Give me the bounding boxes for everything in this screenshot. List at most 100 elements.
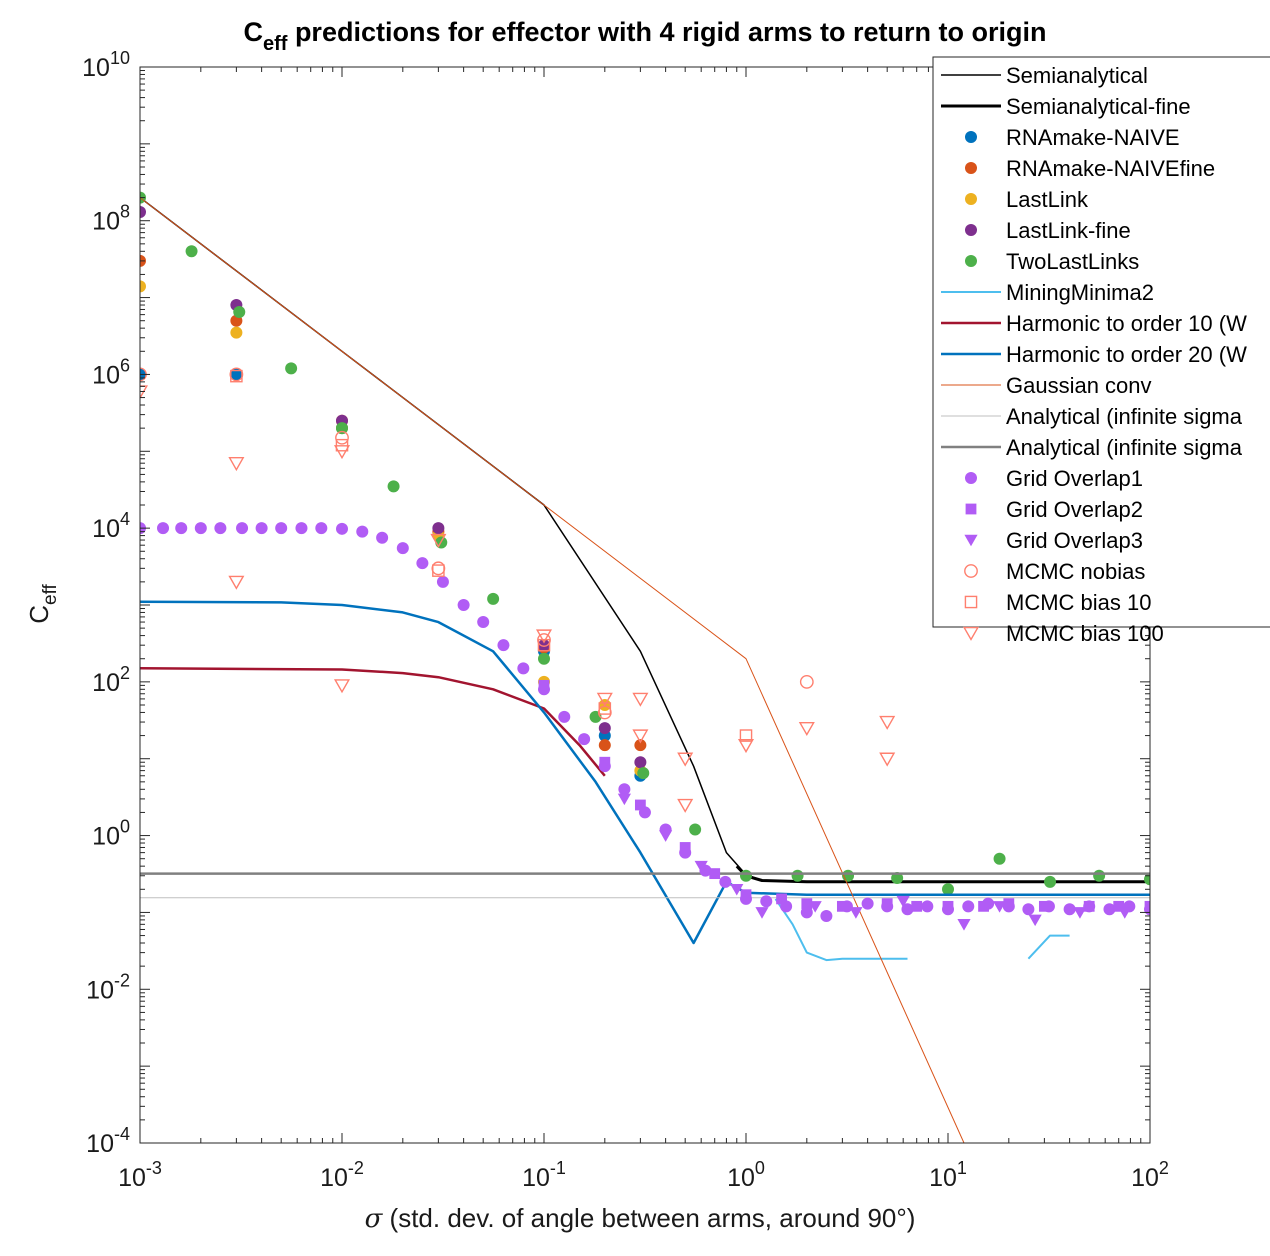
- legend-swatch-5: [965, 224, 977, 236]
- data-point-grid-overlap3-15-1: [659, 830, 673, 842]
- legend-label-2: RNAmake-NAIVE: [1006, 125, 1180, 150]
- legend-item-10: Gaussian conv: [941, 373, 1152, 398]
- y-tick-base: 10: [92, 669, 120, 697]
- data-point-twolastlinks-6-7: [487, 592, 500, 605]
- legend-item-13: Grid Overlap1: [965, 466, 1143, 491]
- y-tick-exp: 2: [120, 663, 130, 683]
- data-point-mcmc-bias-100-18-0: [140, 385, 149, 400]
- legend-swatch-17: [964, 595, 978, 609]
- data-point-grid-overlap1-13-22: [578, 733, 591, 746]
- data-point-rnamake-naive-2-1: [230, 368, 243, 381]
- legend-label-8: Harmonic to order 10 (W: [1006, 311, 1247, 336]
- series-gaussian-conv-10: [140, 197, 965, 1143]
- data-point-grid-overlap3-15-9: [992, 901, 1007, 913]
- legend-swatch-2: [965, 131, 977, 143]
- legend-item-8: Harmonic to order 10 (W: [941, 311, 1247, 336]
- y-tick-exp: -2: [114, 970, 130, 990]
- legend-swatch-16: [964, 564, 978, 578]
- data-point-lastlink-fine-5-6: [634, 756, 647, 769]
- series-grid-overlap2-14: [538, 679, 1150, 912]
- legend-swatch-3: [965, 162, 977, 174]
- data-point-lastlink-fine-5-4: [538, 639, 550, 652]
- legend-item-3: RNAmake-NAIVEfine: [965, 156, 1215, 181]
- data-point-grid-overlap1-13-15: [436, 575, 449, 588]
- legend-swatch-15: [964, 534, 978, 547]
- legend: Semianalytical Semianalytical-fine RNAmake…: [932, 56, 1270, 646]
- data-point-grid-overlap2-14-13: [1003, 898, 1015, 910]
- data-point-grid-overlap1-13-1: [157, 522, 170, 535]
- data-point-twolastlinks-6-13: [791, 869, 804, 882]
- series-line-harmonic-to-order-10-w-8-0: [140, 667, 606, 777]
- legend-item-14: Grid Overlap2: [965, 497, 1143, 522]
- x-tick-base: 10: [1131, 1164, 1159, 1192]
- data-point-twolastlinks-6-19: [1093, 869, 1106, 882]
- data-point-grid-overlap1-13-6: [255, 522, 268, 535]
- x-tick-exp: 2: [1159, 1158, 1169, 1178]
- legend-item-7: MiningMinima2: [941, 280, 1154, 305]
- y-tick-exp: -4: [114, 1124, 130, 1144]
- data-point-lastlink-fine-5-3: [432, 522, 445, 535]
- x-tick-exp: 1: [957, 1158, 967, 1178]
- x-axis-text: (std. dev. of angle between arms, around…: [382, 1203, 915, 1233]
- data-point-mcmc-bias-100-18-10: [677, 752, 694, 767]
- data-point-grid-overlap1-13-10: [336, 522, 348, 535]
- data-point-grid-overlap1-13-24: [618, 783, 631, 796]
- x-tick-base: 10: [727, 1164, 755, 1192]
- series-line-gaussian-conv-10-0: [140, 197, 965, 1143]
- data-point-mcmc-bias-10-17-5: [739, 729, 753, 742]
- data-point-twolastlinks-6-12: [740, 869, 752, 882]
- data-point-twolastlinks-6-16: [942, 883, 954, 896]
- data-point-mcmc-bias-100-18-3: [333, 445, 351, 460]
- data-point-grid-overlap1-13-34: [820, 909, 833, 922]
- legend-label-9: Harmonic to order 20 (W: [1006, 342, 1247, 367]
- data-point-grid-overlap1-13-19: [517, 662, 530, 675]
- y-tick-label-4: 104: [92, 509, 130, 543]
- data-point-lastlink-fine-5-0: [140, 205, 146, 218]
- data-point-grid-overlap1-13-4: [214, 522, 227, 535]
- legend-label-11: Analytical (infinite sigma: [1006, 404, 1243, 429]
- data-point-grid-overlap1-13-14: [416, 557, 429, 570]
- y-tick-exp: 0: [120, 817, 130, 837]
- data-point-mcmc-bias-100-18-8: [632, 692, 649, 707]
- data-point-mcmc-nobias-16-6: [799, 674, 814, 689]
- x-tick-base: 10: [118, 1164, 146, 1192]
- data-point-grid-overlap1-13-46: [1063, 903, 1076, 916]
- y-tick-label-6: 108: [92, 202, 130, 236]
- data-point-twolastlinks-6-8: [538, 652, 550, 665]
- x-tick-base: 10: [929, 1164, 957, 1192]
- y-tick-exp: 8: [120, 202, 130, 222]
- data-point-grid-overlap3-15-7: [896, 895, 910, 908]
- series-line-miningminima2-7-1: [1027, 934, 1070, 960]
- legend-swatch-4: [965, 193, 977, 205]
- y-tick-label-1: 10-2: [86, 970, 130, 1004]
- x-axis-label: σ (std. dev. of angle between arms, arou…: [365, 1203, 916, 1234]
- data-point-twolastlinks-6-10: [637, 767, 650, 780]
- series-mcmc-bias-100-18: [140, 385, 896, 813]
- data-point-rnamake-naivefine-3-5: [598, 739, 611, 752]
- data-point-grid-overlap2-14-14: [1038, 900, 1050, 912]
- y-tick-label-5: 106: [92, 355, 130, 389]
- data-point-mcmc-nobias-16-2: [335, 430, 349, 445]
- x-tick-label-2: 10-1: [522, 1158, 566, 1192]
- series-harmonic-to-order-10-w-8: [140, 667, 606, 777]
- data-point-grid-overlap1-13-9: [315, 522, 328, 535]
- y-axis-label: Ceff: [24, 583, 61, 623]
- data-point-grid-overlap2-14-12: [978, 900, 989, 912]
- data-point-grid-overlap2-14-11: [942, 900, 954, 912]
- x-tick-base: 10: [522, 1164, 550, 1192]
- data-point-grid-overlap2-14-10: [911, 900, 923, 912]
- legend-label-0: Semianalytical: [1006, 63, 1148, 88]
- data-point-grid-overlap1-13-41: [962, 900, 975, 913]
- legend-item-16: MCMC nobias: [964, 559, 1145, 584]
- x-tick-base: 10: [320, 1164, 348, 1192]
- y-tick-label-2: 100: [92, 817, 130, 851]
- data-point-grid-overlap2-14-5: [740, 889, 752, 901]
- series-miningminima2-7: [774, 898, 1070, 962]
- y-tick-base: 10: [92, 823, 120, 851]
- x-tick-label-4: 101: [929, 1158, 967, 1192]
- x-axis-symbol: σ: [365, 1204, 384, 1234]
- legend-label-14: Grid Overlap2: [1006, 497, 1143, 522]
- legend-swatch-6: [965, 255, 977, 267]
- plot-layer: [140, 191, 1150, 1143]
